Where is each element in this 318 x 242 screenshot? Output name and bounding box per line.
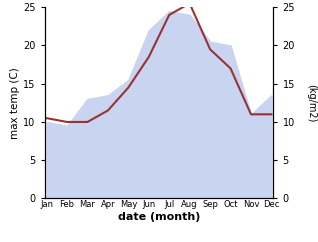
X-axis label: date (month): date (month) [118, 212, 200, 222]
Y-axis label: med. precipitation
(kg/m2): med. precipitation (kg/m2) [306, 58, 318, 148]
Y-axis label: max temp (C): max temp (C) [10, 67, 20, 139]
